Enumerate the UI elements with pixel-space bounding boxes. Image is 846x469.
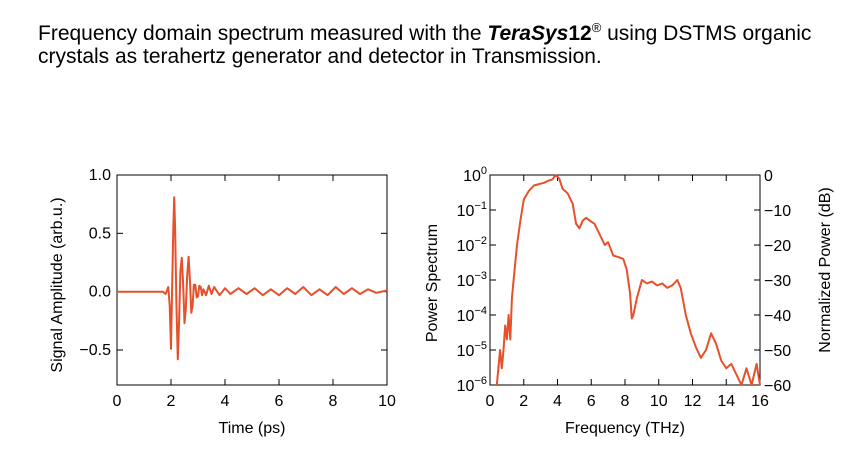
time-x-tick-label: 0: [113, 393, 122, 410]
frequency-x-axis-label: Frequency (THz): [565, 420, 685, 437]
freq-y-tick-label: 10−2: [457, 235, 487, 255]
time-x-axis-label: Time (ps): [219, 420, 286, 437]
time-axis-ticks: 0 2 4 6 8 10 −0.5 0.0 0.5 1.0: [79, 167, 396, 410]
brand-number: 12: [568, 22, 592, 45]
time-y-tick-label: −0.5: [79, 342, 111, 359]
caption-text-before: Frequency domain spectrum measured with …: [38, 22, 488, 45]
time-plot-frame: [116, 174, 388, 386]
time-y-tick-label: 1.0: [89, 167, 111, 184]
freq-x-tick-label: 10: [650, 393, 668, 410]
figure-caption: Frequency domain spectrum measured with …: [38, 20, 818, 68]
freq-y-tick-label: 10−5: [457, 340, 487, 360]
freq-x-tick-label: 8: [621, 393, 630, 410]
freq-y-tick-label: 10−6: [457, 375, 487, 395]
registered-mark: ®: [591, 20, 602, 35]
freq-y-right-tick-label: −20: [764, 238, 791, 255]
brand-name: TeraSys: [487, 22, 569, 45]
power-spectrum-line: [495, 174, 761, 386]
freq-y-tick-label: 100: [463, 165, 487, 185]
freq-x-tick-label: 14: [717, 393, 735, 410]
time-x-tick-label: 6: [275, 393, 284, 410]
freq-y-right-tick-label: −30: [764, 273, 791, 290]
time-x-tick-label: 8: [329, 393, 338, 410]
freq-y-right-tick-label: −40: [764, 308, 791, 325]
time-x-tick-label: 2: [167, 393, 176, 410]
freq-y-right-tick-label: −50: [764, 343, 791, 360]
freq-y-tick-label: 10−3: [457, 270, 487, 290]
frequency-axis-ticks: 0 2 4 6 8 10 12 14 16 100 10−1 10−2 10−3 10−4 10−5 10−6…: [457, 165, 792, 410]
time-x-tick-label: 10: [378, 393, 396, 410]
time-y-tick-label: 0.5: [89, 225, 111, 242]
freq-y-right-tick-label: 0: [764, 168, 773, 185]
freq-x-tick-label: 16: [751, 393, 769, 410]
caption-text-after: using DSTMS organic crystals as terahert…: [38, 22, 812, 68]
power-spectrum-series: [495, 174, 761, 386]
freq-x-tick-label: 2: [519, 393, 528, 410]
freq-x-tick-label: 12: [684, 393, 702, 410]
frequency-domain-chart: 0 2 4 6 8 10 12 14 16 100 10−1 10−2 10−3 10−4 10−5 10−6…: [424, 165, 834, 437]
time-signal-series: [117, 196, 388, 361]
power-y-axis-label: Power Spectrum: [424, 224, 441, 342]
freq-x-tick-label: 4: [553, 393, 562, 410]
freq-x-tick-label: 6: [587, 393, 596, 410]
time-x-tick-label: 4: [221, 393, 230, 410]
freq-y-right-tick-label: −60: [764, 378, 791, 395]
normalized-power-y-axis-label: Normalized Power (dB): [817, 187, 834, 352]
freq-y-tick-label: 10−4: [457, 305, 487, 325]
freq-y-right-tick-label: −10: [764, 203, 791, 220]
time-signal-line: [117, 196, 388, 361]
time-domain-chart: 0 2 4 6 8 10 −0.5 0.0 0.5 1.0 Time (ps) Signal Am…: [49, 167, 396, 437]
time-y-axis-label: Signal Amplitude (arb.u.): [49, 197, 66, 372]
time-y-tick-label: 0.0: [89, 284, 111, 301]
freq-y-tick-label: 10−1: [457, 200, 487, 220]
freq-x-tick-label: 0: [486, 393, 495, 410]
